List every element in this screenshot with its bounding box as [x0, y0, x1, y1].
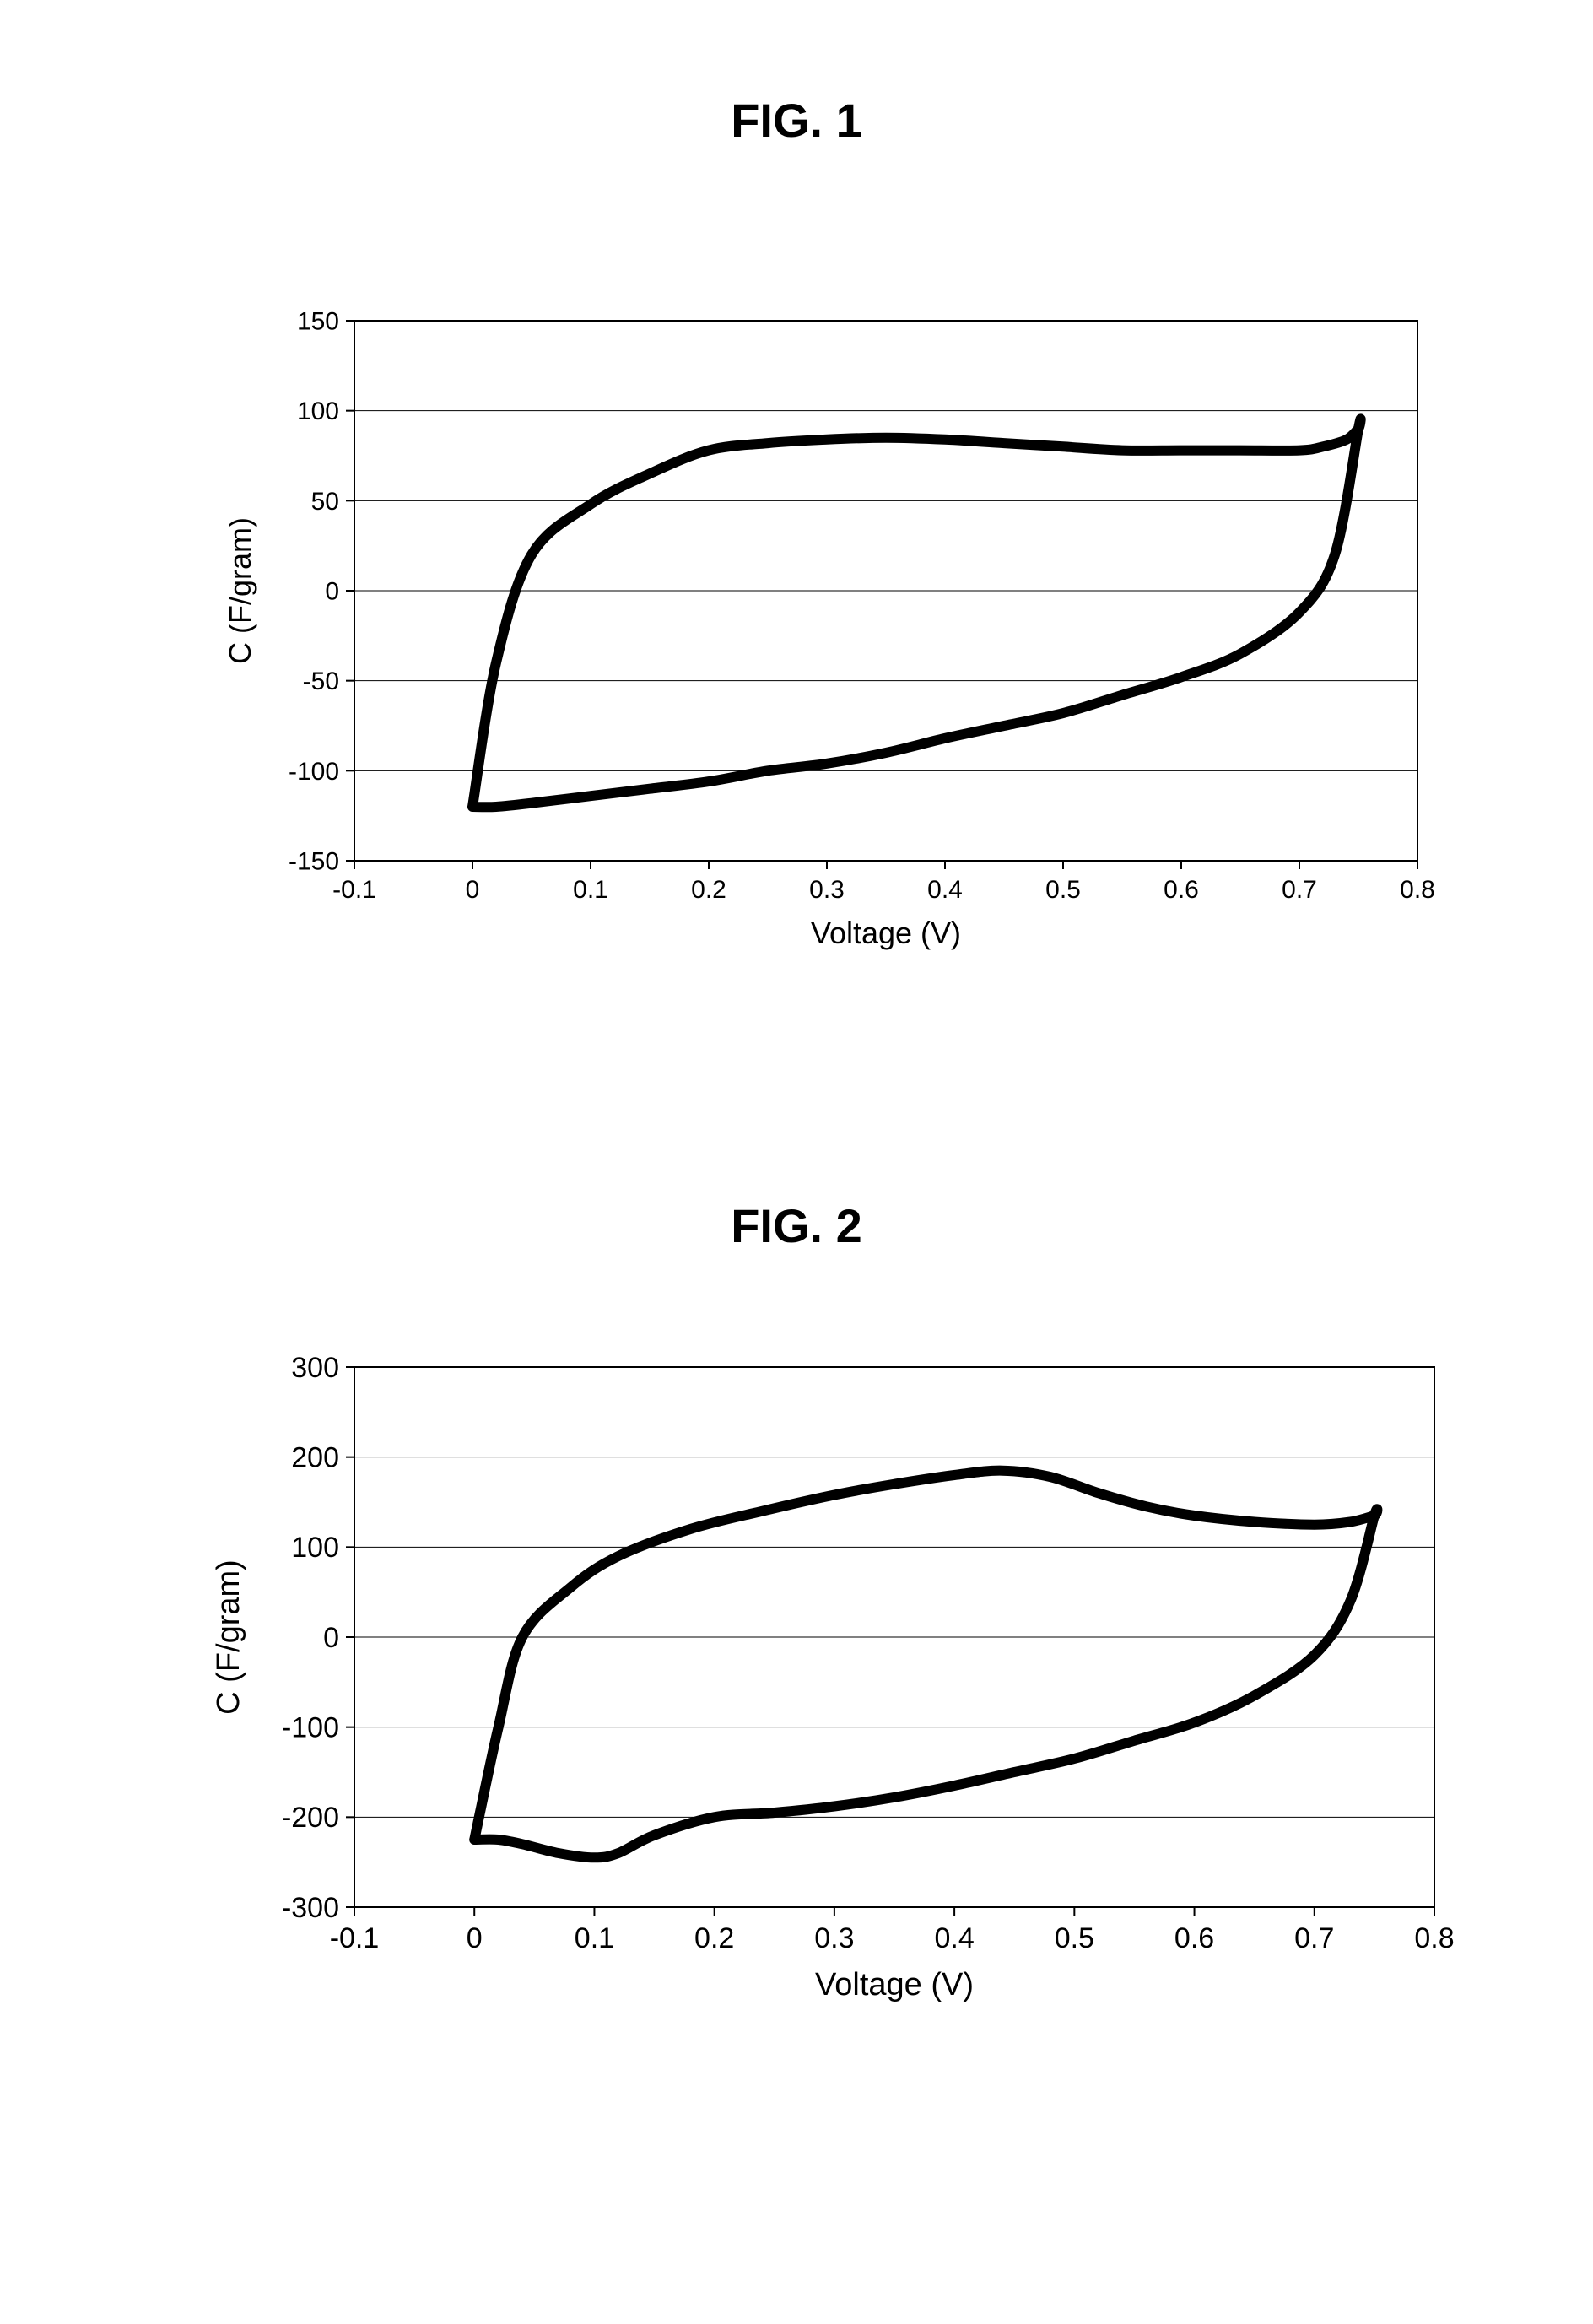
xtick-label: 0.7 — [1282, 876, 1317, 904]
fig1-title: FIG. 1 — [0, 93, 1593, 148]
page: FIG. 1 -150 -100 -50 0 50 100 150 -0.1 0 0.1 0.2 0.… — [0, 0, 1593, 2324]
chart-svg: -150 -100 -50 0 50 100 150 -0.1 0 0.1 0.2 0.3 0.4 0.5… — [169, 287, 1451, 962]
ytick-label: 300 — [291, 1352, 339, 1384]
ytick-label: -200 — [282, 1802, 339, 1834]
xtick-label: 0.1 — [573, 876, 608, 904]
xtick-label: 0.3 — [809, 876, 845, 904]
fig1-chart-container: -150 -100 -50 0 50 100 150 -0.1 0 0.1 0.2 0.3 0.4 0.5… — [169, 287, 1451, 962]
ytick-label: -100 — [282, 1712, 339, 1744]
fig2-chart-container: -300 -200 -100 0 100 200 300 -0.1 0 0.1 0.2 0.3 0.4 0… — [152, 1333, 1468, 2008]
xtick-label: 0.8 — [1400, 876, 1435, 904]
xtick-label: 0.6 — [1174, 1922, 1214, 1954]
xtick-label: 0.3 — [814, 1922, 854, 1954]
ytick-label: 100 — [291, 1532, 339, 1564]
xtick-label: -0.1 — [332, 876, 376, 904]
fig2-title: FIG. 2 — [0, 1198, 1593, 1253]
ytick-label: 0 — [325, 578, 339, 606]
xtick-label: 0.5 — [1045, 876, 1081, 904]
xtick-label: 0.1 — [575, 1922, 614, 1954]
xtick-label: 0.2 — [691, 876, 726, 904]
xtick-label: 0.8 — [1414, 1922, 1454, 1954]
x-axis-label: Voltage (V) — [815, 1967, 974, 2002]
ytick-label: 100 — [297, 397, 339, 425]
ytick-label: -300 — [282, 1892, 339, 1924]
x-axis-label: Voltage (V) — [811, 916, 961, 950]
xtick-label: 0 — [466, 876, 480, 904]
ytick-label: -100 — [289, 758, 339, 786]
ytick-label: -150 — [289, 848, 339, 876]
xtick-label: 0.4 — [927, 876, 963, 904]
ytick-label: 50 — [311, 488, 339, 516]
ytick-label: 200 — [291, 1442, 339, 1474]
xtick-label: 0.7 — [1294, 1922, 1334, 1954]
xtick-label: 0 — [467, 1922, 483, 1954]
chart-svg: -300 -200 -100 0 100 200 300 -0.1 0 0.1 0.2 0.3 0.4 0… — [152, 1333, 1468, 2008]
xtick-label: -0.1 — [330, 1922, 380, 1954]
y-axis-label: C (F/gram) — [223, 517, 257, 664]
xtick-label: 0.4 — [934, 1922, 974, 1954]
xtick-label: 0.6 — [1164, 876, 1199, 904]
ytick-label: 0 — [323, 1622, 339, 1654]
xtick-label: 0.5 — [1055, 1922, 1094, 1954]
ytick-label: -50 — [303, 667, 339, 695]
xtick-label: 0.2 — [694, 1922, 734, 1954]
ytick-label: 150 — [297, 308, 339, 336]
y-axis-label: C (F/gram) — [211, 1559, 246, 1715]
